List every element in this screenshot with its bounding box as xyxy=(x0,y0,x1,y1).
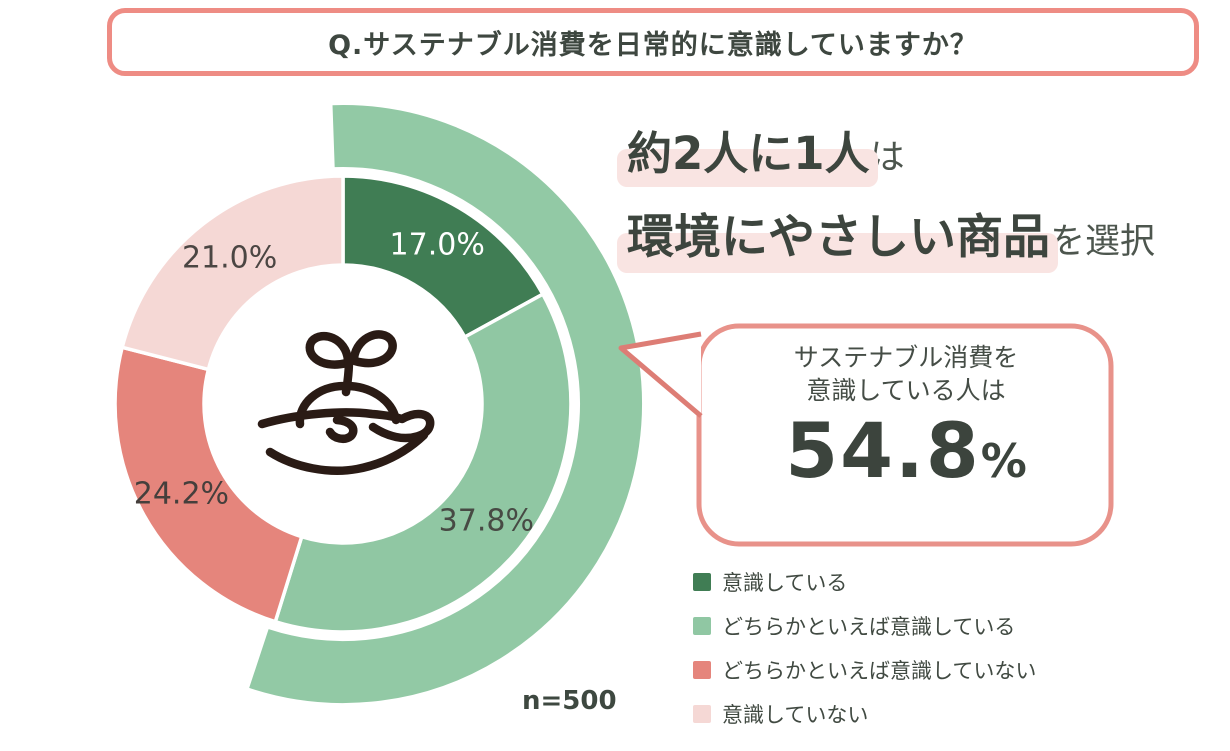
callout-value: 54.8 xyxy=(785,406,981,495)
legend-swatch xyxy=(693,617,711,635)
highlight-arc xyxy=(249,105,642,704)
callout-pointer xyxy=(618,331,703,418)
callout-unit: % xyxy=(980,434,1027,488)
legend-swatch xyxy=(693,661,711,679)
legend-label: どちらかといえば意識していない xyxy=(722,659,1037,683)
sprout-in-hand-icon xyxy=(257,330,435,475)
sample-size-label: n=500 xyxy=(522,686,617,716)
headline-line2-highlighted: 環境にやさしい商品 xyxy=(617,210,1058,273)
legend-item: 意識している xyxy=(693,570,1036,595)
callout-bubble xyxy=(618,323,1114,547)
pie-segment xyxy=(113,345,304,624)
question-banner: Q.サステナブル消費を日常的に意識していますか？ xyxy=(107,8,1199,76)
callout-line2: 意識している人は xyxy=(806,376,1006,405)
callout-content: サステナブル消費を 意識している人は 54.8% xyxy=(700,341,1112,489)
pie-segment xyxy=(273,292,573,634)
pie-segment xyxy=(120,174,345,372)
pie-segment-label: 24.2% xyxy=(134,477,229,512)
legend-item: どちらかといえば意識していない xyxy=(693,658,1037,683)
legend-swatch xyxy=(693,573,711,591)
legend-item: 意識していない xyxy=(693,702,1036,727)
headline-line2-rest: を選択 xyxy=(1050,222,1156,262)
headline-line2: 環境にやさしい商品を選択 xyxy=(617,214,1156,273)
callout-bubble-border xyxy=(696,323,1114,547)
pie-segment-label: 17.0% xyxy=(390,227,485,262)
legend-swatch xyxy=(693,705,711,723)
headline-line1: 約2人に1人は xyxy=(617,131,1155,188)
chart-legend: 意識しているどちらかといえば意識している どちらかといえば意識していない 意識してい… xyxy=(693,570,1036,746)
legend-item: どちらかといえば意識している xyxy=(693,614,1036,639)
pie-segments xyxy=(113,174,573,634)
pie-segment-label: 37.8% xyxy=(439,504,534,539)
question-banner-text: Q.サステナブル消費を日常的に意識していますか？ xyxy=(328,29,978,61)
legend-label: 意識している xyxy=(722,571,848,595)
legend-label: どちらかといえば意識している xyxy=(722,615,1016,639)
headline: 約2人に1人は 環境にやさしい商品を選択 xyxy=(617,131,1156,299)
callout-value-row: 54.8% xyxy=(700,413,1112,489)
callout-line1: サステナブル消費を xyxy=(793,343,1019,372)
highlight-arc-path xyxy=(249,105,642,704)
legend-label: 意識していない xyxy=(722,703,869,727)
pie-segment-labels: 17.0% 37.8% 24.2% 21.0% xyxy=(134,227,534,538)
pie-segment-label: 21.0% xyxy=(182,240,277,275)
headline-line1-highlighted: 約2人に1人 xyxy=(617,127,878,188)
